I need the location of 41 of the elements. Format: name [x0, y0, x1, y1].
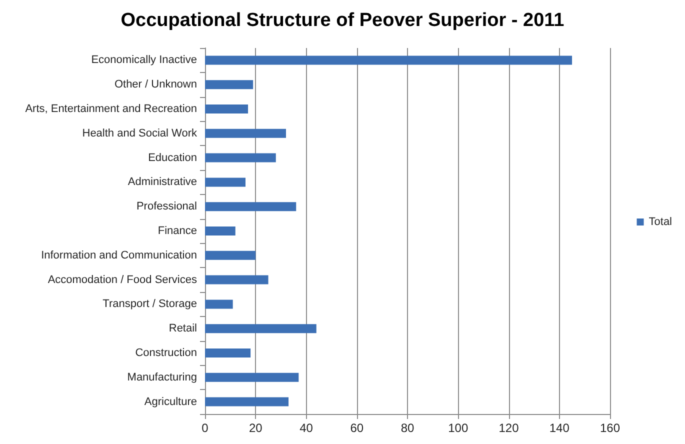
x-tick-label: 60 [350, 421, 364, 435]
x-tick-label: 20 [248, 421, 263, 435]
x-tick-label: 160 [600, 421, 620, 435]
y-tick-label: Construction [135, 347, 197, 359]
bar [205, 178, 246, 187]
y-tick-label: Finance [158, 225, 197, 237]
legend-label: Total [648, 216, 672, 228]
bar [205, 300, 233, 309]
y-tick-label: Administrative [128, 176, 197, 188]
y-tick-label: Information and Communication [41, 249, 197, 262]
y-tick-label: Agriculture [144, 396, 197, 408]
y-tick-label: Retail [168, 322, 197, 335]
x-tick-label: 80 [400, 421, 414, 435]
bar [205, 226, 236, 236]
chart-title: Occupational Structure of Peover Superior - 2011 [120, 10, 565, 31]
y-tick-label: Accomodation / Food Services [48, 274, 198, 286]
bar [205, 348, 251, 358]
x-tick-label: 40 [300, 421, 314, 435]
bar [205, 56, 572, 65]
x-tick-label: 140 [549, 421, 570, 435]
y-tick-label: Economically Inactive [91, 54, 197, 66]
bar [205, 324, 316, 334]
y-tick-label: Health and Social Work [82, 127, 198, 140]
bar [205, 153, 276, 162]
bar [205, 80, 254, 90]
y-tick-label: Education [148, 152, 197, 164]
bar [205, 397, 289, 406]
y-tick-label: Other / Unknown [114, 78, 197, 91]
y-tick-label: Manufacturing [127, 371, 197, 384]
y-tick-label: Transport / Storage [102, 298, 197, 310]
y-tick-label: Arts, Entertainment and Recreation [25, 103, 197, 115]
x-tick-label: 120 [498, 421, 520, 435]
x-tick-label: 100 [448, 421, 468, 435]
bar [205, 128, 286, 138]
x-tick-label: 0 [202, 421, 209, 435]
bar [205, 372, 299, 382]
bar [205, 104, 248, 114]
bar [205, 250, 256, 260]
y-tick-label: Professional [136, 200, 197, 213]
bar [205, 202, 296, 212]
bar [205, 275, 268, 284]
